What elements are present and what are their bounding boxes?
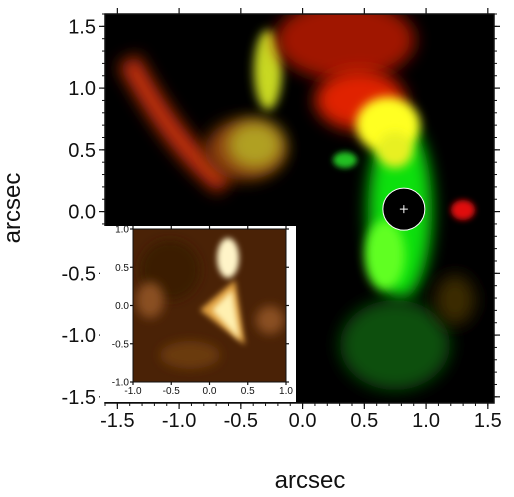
yellow-green-filament: [254, 30, 282, 110]
inset-bright-peak: [217, 238, 239, 278]
inset-panel: -1.0 -0.5 0.0 0.5 1.0 1.0 0.5 0.0 -0.5 -1.0: [100, 225, 296, 402]
yellow-diffuse-emission: [227, 121, 283, 169]
y-tick-label: -1.5: [62, 387, 96, 409]
x-tick-label: 0.5: [241, 386, 255, 397]
x-axis-title: arcsec: [275, 467, 346, 494]
x-tick-label: 1.0: [412, 410, 440, 432]
inset-lower-feature: [160, 341, 220, 369]
y-tick-label: -0.5: [62, 263, 96, 285]
y-axis-title: arcsec: [0, 173, 26, 244]
main-image-panel: [104, 13, 495, 404]
y-tick-label: 0.5: [115, 263, 129, 274]
inset-triangle-core: [212, 290, 240, 340]
y-tick-label: 0.0: [68, 202, 96, 224]
red-knot: [451, 200, 475, 220]
x-tick-label: -0.5: [163, 386, 181, 397]
y-tick-label: -1.0: [62, 325, 96, 347]
inset-image: [136, 238, 284, 369]
inset-axes: -1.0 -0.5 0.0 0.5 1.0 1.0 0.5 0.0 -0.5 -1.0: [112, 225, 294, 398]
inset-right-feature: [256, 306, 284, 334]
x-tick-label: -1.5: [100, 410, 134, 432]
source-marker: [382, 187, 426, 231]
x-tick-label: 0.0: [203, 386, 217, 397]
y-tick-label: 1.0: [68, 78, 96, 100]
faint-green-emission: [340, 300, 450, 390]
faint-emission-right: [435, 275, 475, 325]
x-tick-label: -0.5: [224, 410, 258, 432]
red-arc-emission: [118, 54, 232, 194]
inset-left-feature: [136, 282, 164, 318]
green-bright-emission: [365, 220, 405, 290]
yellow-tail-emission: [377, 132, 413, 168]
x-tick-label: 1.5: [474, 410, 502, 432]
x-tick-label: 0.5: [350, 410, 378, 432]
y-tick-label: 1.5: [68, 16, 96, 38]
x-tick-label: -1.0: [162, 410, 196, 432]
y-tick-label: 0.5: [68, 140, 96, 162]
x-tick-label: 1.0: [279, 386, 293, 397]
x-tick-label: 0.0: [289, 410, 317, 432]
y-tick-label: 1.0: [115, 225, 129, 236]
plot-frame: [104, 13, 495, 404]
y-tick-label: -0.5: [112, 339, 130, 350]
red-upper-emission: [275, 14, 415, 80]
y-tick-label: -1.0: [112, 378, 130, 389]
green-knot: [333, 152, 357, 168]
x-tick-label: -1.0: [124, 386, 142, 397]
y-tick-label: 0.0: [115, 301, 129, 312]
